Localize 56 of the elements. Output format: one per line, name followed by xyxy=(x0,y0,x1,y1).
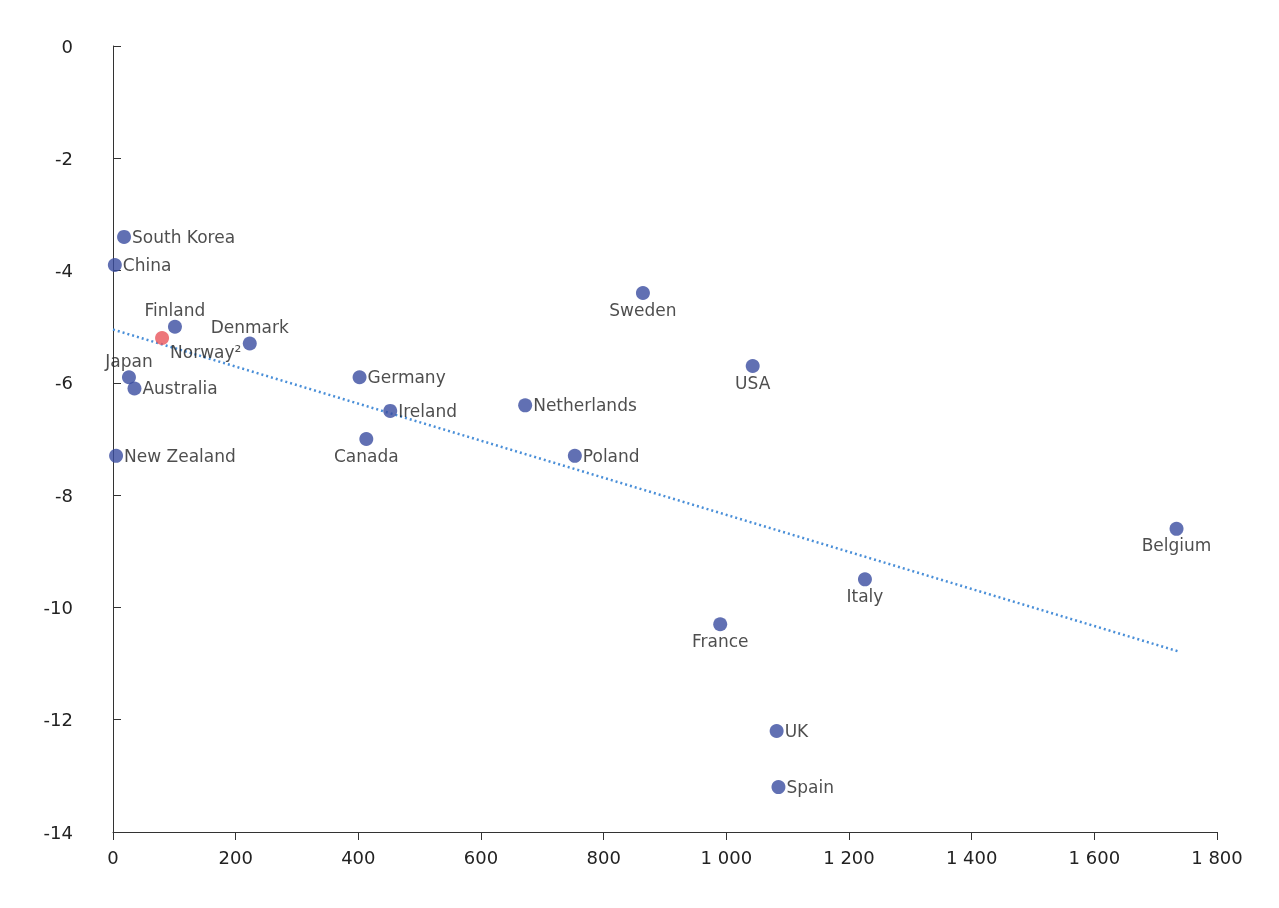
annotation: Sweden xyxy=(609,299,677,320)
point xyxy=(383,403,398,418)
point xyxy=(771,780,786,795)
point xyxy=(857,572,872,587)
x-tick-label: 1 000 xyxy=(700,846,753,868)
point xyxy=(713,617,728,632)
point xyxy=(359,432,374,446)
annotation: China xyxy=(122,254,172,275)
y-tick-label: -4 xyxy=(55,260,73,282)
x-tick-label: 800 xyxy=(586,846,621,868)
annotation: UK xyxy=(784,720,810,741)
point xyxy=(352,370,367,385)
y-tick-label: -10 xyxy=(43,596,73,618)
annotation: New Zealand xyxy=(124,445,236,466)
annotation: Germany xyxy=(367,367,446,388)
annotation: Denmark xyxy=(210,317,289,338)
point xyxy=(567,448,582,463)
y-tick-label: -6 xyxy=(55,372,73,394)
y-tick-label: -2 xyxy=(55,147,73,169)
x-tick-label: 1 600 xyxy=(1068,846,1121,868)
point xyxy=(518,398,533,413)
annotation: Netherlands xyxy=(533,395,637,416)
point xyxy=(242,336,257,351)
y-tick-label: -14 xyxy=(43,821,73,843)
y-tick-label: -12 xyxy=(43,709,73,731)
x-tick-label: 1 400 xyxy=(945,846,998,868)
point xyxy=(1169,521,1184,536)
x-tick-label: 1 800 xyxy=(1191,846,1243,868)
annotation: Finland xyxy=(144,300,206,321)
y-tick-label: 0 xyxy=(61,35,73,57)
point xyxy=(109,448,124,463)
annotation: Italy xyxy=(846,585,884,606)
point xyxy=(167,319,182,334)
x-tick-label: 200 xyxy=(218,846,253,868)
annotation: Belgium xyxy=(1141,535,1212,556)
annotation: France xyxy=(691,630,749,651)
point xyxy=(745,359,760,374)
annotation: Spain xyxy=(786,777,834,798)
annotation: Canada xyxy=(333,445,399,466)
annotation: Ireland xyxy=(398,400,458,421)
point xyxy=(121,370,136,385)
point xyxy=(127,381,142,396)
point xyxy=(769,723,784,738)
x-tick-label: 400 xyxy=(341,846,376,868)
x-tick-label: 0 xyxy=(107,846,119,868)
point xyxy=(155,330,170,345)
annotation: Australia xyxy=(142,378,218,399)
point xyxy=(107,257,122,272)
point xyxy=(635,286,650,301)
x-tick-label: 1 200 xyxy=(823,846,875,868)
annotation: Poland xyxy=(582,445,640,466)
annotation: USA xyxy=(735,372,771,393)
y-tick-label: -8 xyxy=(55,484,73,506)
annotation: South Korea xyxy=(132,226,236,247)
point xyxy=(117,229,132,244)
x-tick-label: 600 xyxy=(463,846,499,868)
